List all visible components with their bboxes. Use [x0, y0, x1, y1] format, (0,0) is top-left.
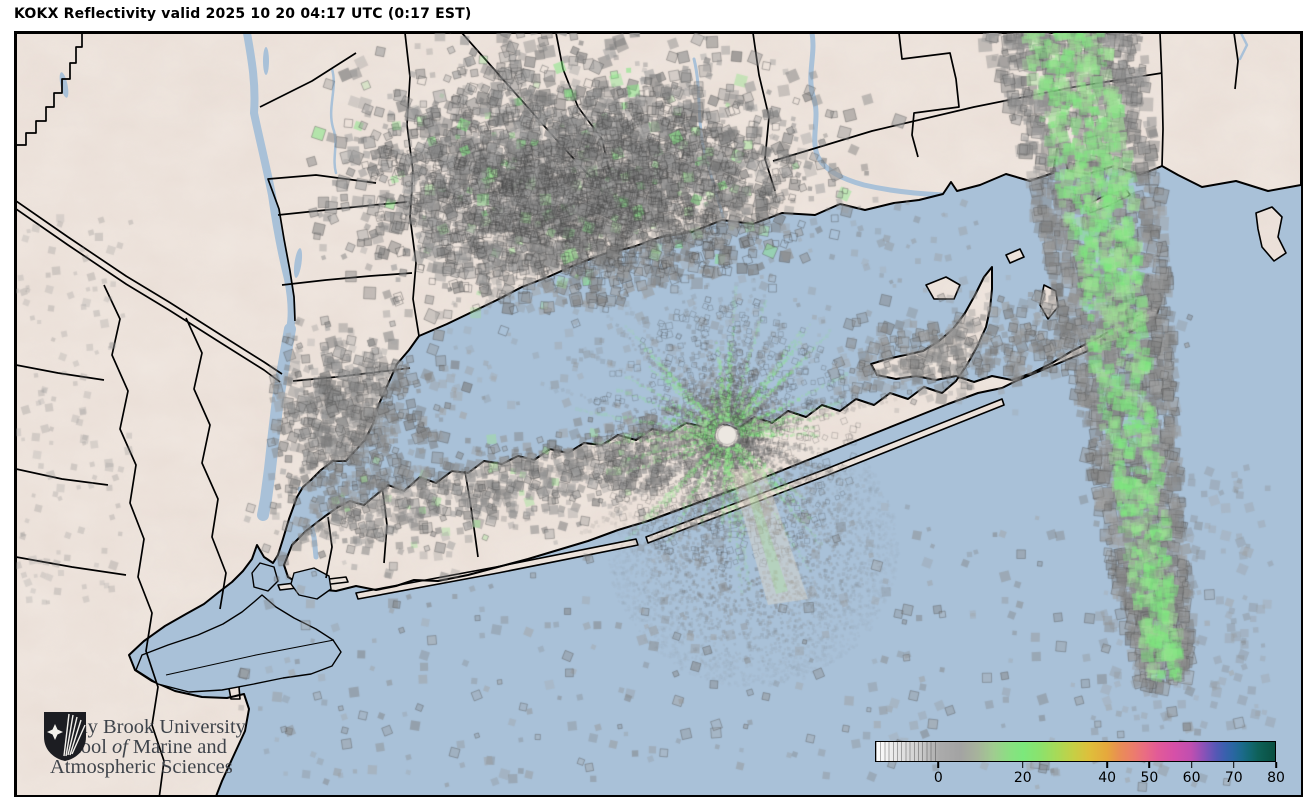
colorbar-tick-label: 60 [1182, 770, 1201, 786]
colorbar-tick [1106, 762, 1108, 768]
colorbar-tick [1148, 762, 1151, 768]
colorbar-tick-label: 0 [933, 770, 943, 786]
colorbar-tick [1190, 762, 1193, 768]
colorbar-tick-label: 80 [1267, 770, 1285, 786]
colorbar-tick [937, 762, 940, 768]
sbu-logo-text: Stony Brook University SchoolofMarine an… [50, 716, 246, 778]
page-title: KOKX Reflectivity valid 2025 10 20 04:17… [14, 6, 472, 22]
radar-map-frame: Stony Brook University SchoolofMarine an… [14, 31, 1303, 797]
sbu-shield-icon [44, 712, 86, 761]
colorbar-tick [1232, 762, 1235, 768]
sbu-logo: Stony Brook University SchoolofMarine an… [42, 710, 246, 777]
colorbar-tick [1275, 762, 1277, 768]
logo-line-3: Atmospheric Sciences [50, 756, 233, 778]
colorbar-tick-label: 50 [1140, 770, 1159, 786]
colorbar-tick [1021, 762, 1024, 768]
radar-clutter-canvas [16, 33, 1301, 795]
colorbar-bin-stripes [876, 742, 940, 761]
colorbar-tick-label: 20 [1013, 770, 1032, 786]
reflectivity-colorbar: 0 20 40 50 60 70 80 [875, 741, 1285, 793]
colorbar-tick-label: 40 [1098, 770, 1117, 786]
logo-of-italic: of [111, 736, 128, 758]
colorbar-tick-label: 70 [1224, 770, 1243, 786]
logo-line-1: Stony Brook University [50, 716, 246, 738]
colorbar-gradient [875, 741, 1276, 762]
